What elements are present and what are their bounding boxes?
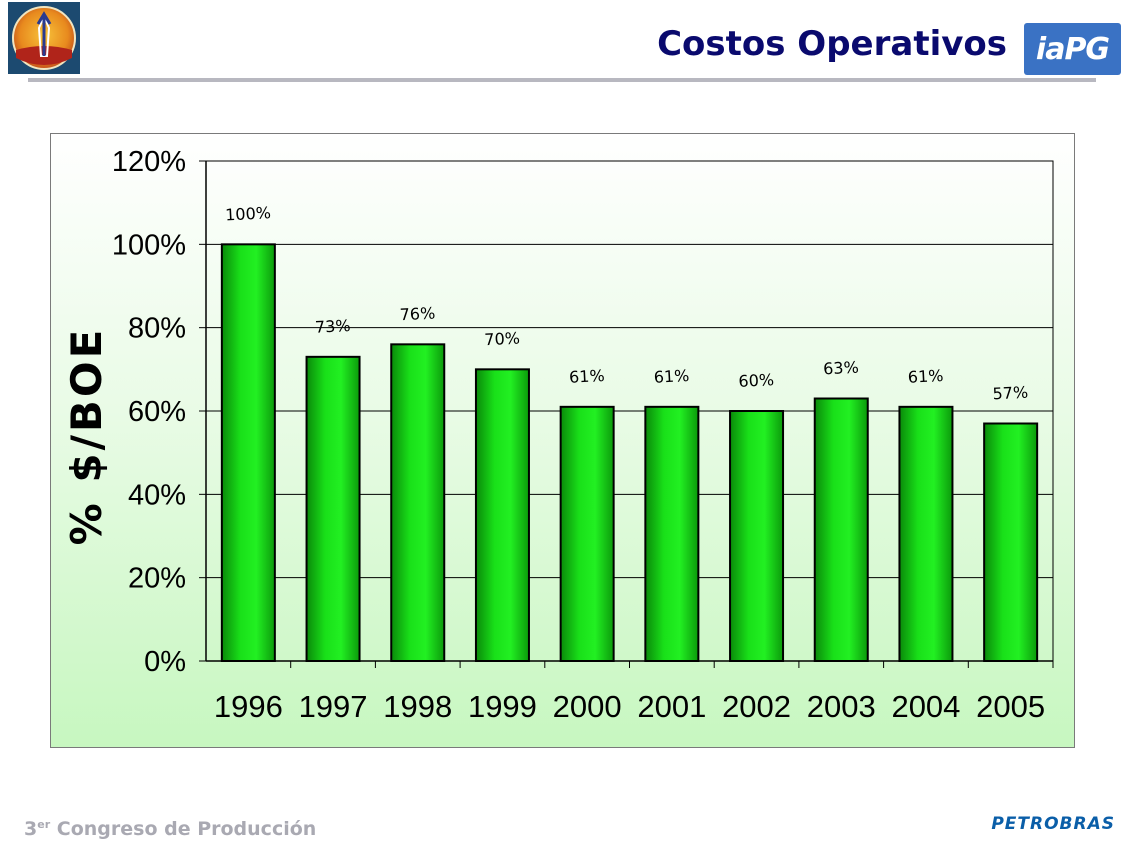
x-tick-label-1997: 1997: [299, 689, 368, 724]
bar-2004: [898, 405, 954, 663]
brand-footer: PETROBRAS: [991, 814, 1115, 834]
bar-2001: [644, 405, 700, 663]
slide-title: Costos Operativos: [657, 24, 1007, 64]
data-label-1997: 73%: [315, 316, 352, 337]
data-label-2005: 57%: [992, 383, 1029, 404]
y-axis-title: % $/BOE: [62, 327, 111, 546]
x-tick-label-2005: 2005: [976, 689, 1045, 724]
data-label-2003: 63%: [823, 358, 860, 379]
x-tick-label-1996: 1996: [214, 689, 283, 724]
bar-2003: [813, 397, 869, 662]
iapg-logo-text: iaPG: [1035, 31, 1110, 67]
data-label-2001: 61%: [653, 366, 690, 387]
data-label-1999: 70%: [484, 328, 521, 349]
x-tick-label-2003: 2003: [807, 689, 876, 724]
y-tick-label: 80%: [128, 313, 186, 345]
event-ordinal-suffix: er: [37, 818, 51, 831]
chart-frame: 0% 20% 40% 60% 80% 100% 120% % $/BOE 100% 1996 73%…: [50, 133, 1075, 748]
bar-chart: 0% 20% 40% 60% 80% 100% 120% % $/BOE 100% 1996 73%…: [62, 146, 1054, 724]
bar-2005: [983, 422, 1039, 662]
bar-2000: [559, 405, 615, 663]
x-tick-label-1999: 1999: [468, 689, 537, 724]
x-tick-label-2002: 2002: [722, 689, 791, 724]
data-label-2002: 60%: [738, 370, 775, 391]
y-tick-label: 20%: [128, 563, 186, 595]
y-tick-label: 40%: [128, 479, 186, 511]
x-tick-label-1998: 1998: [383, 689, 452, 724]
data-label-1998: 76%: [399, 303, 436, 324]
data-label-2000: 61%: [569, 366, 606, 387]
bar-1999: [474, 368, 530, 662]
y-tick-label: 120%: [112, 146, 186, 178]
y-tick-label: 60%: [128, 396, 186, 428]
iapg-logo: iaPG: [1024, 23, 1121, 75]
bar-1997: [305, 355, 361, 662]
event-name: Congreso de Producción: [56, 818, 317, 840]
bar-2002: [729, 410, 785, 662]
event-ordinal: 3: [24, 818, 38, 840]
y-tick-label: 0%: [144, 646, 186, 678]
x-tick-label-2001: 2001: [637, 689, 706, 724]
bar-1996: [220, 243, 276, 662]
data-label-2004: 61%: [907, 366, 944, 387]
x-tick-label-2004: 2004: [891, 689, 960, 724]
title-divider: [28, 78, 1096, 82]
oil-derrick-logo-icon: [12, 6, 76, 70]
company-logo: [8, 2, 80, 74]
event-footer: 3er Congreso de Producción: [24, 818, 316, 840]
data-label-1996: 100%: [225, 203, 272, 224]
bar-1998: [390, 343, 446, 662]
y-tick-label: 100%: [112, 229, 186, 261]
x-tick-label-2000: 2000: [553, 689, 622, 724]
